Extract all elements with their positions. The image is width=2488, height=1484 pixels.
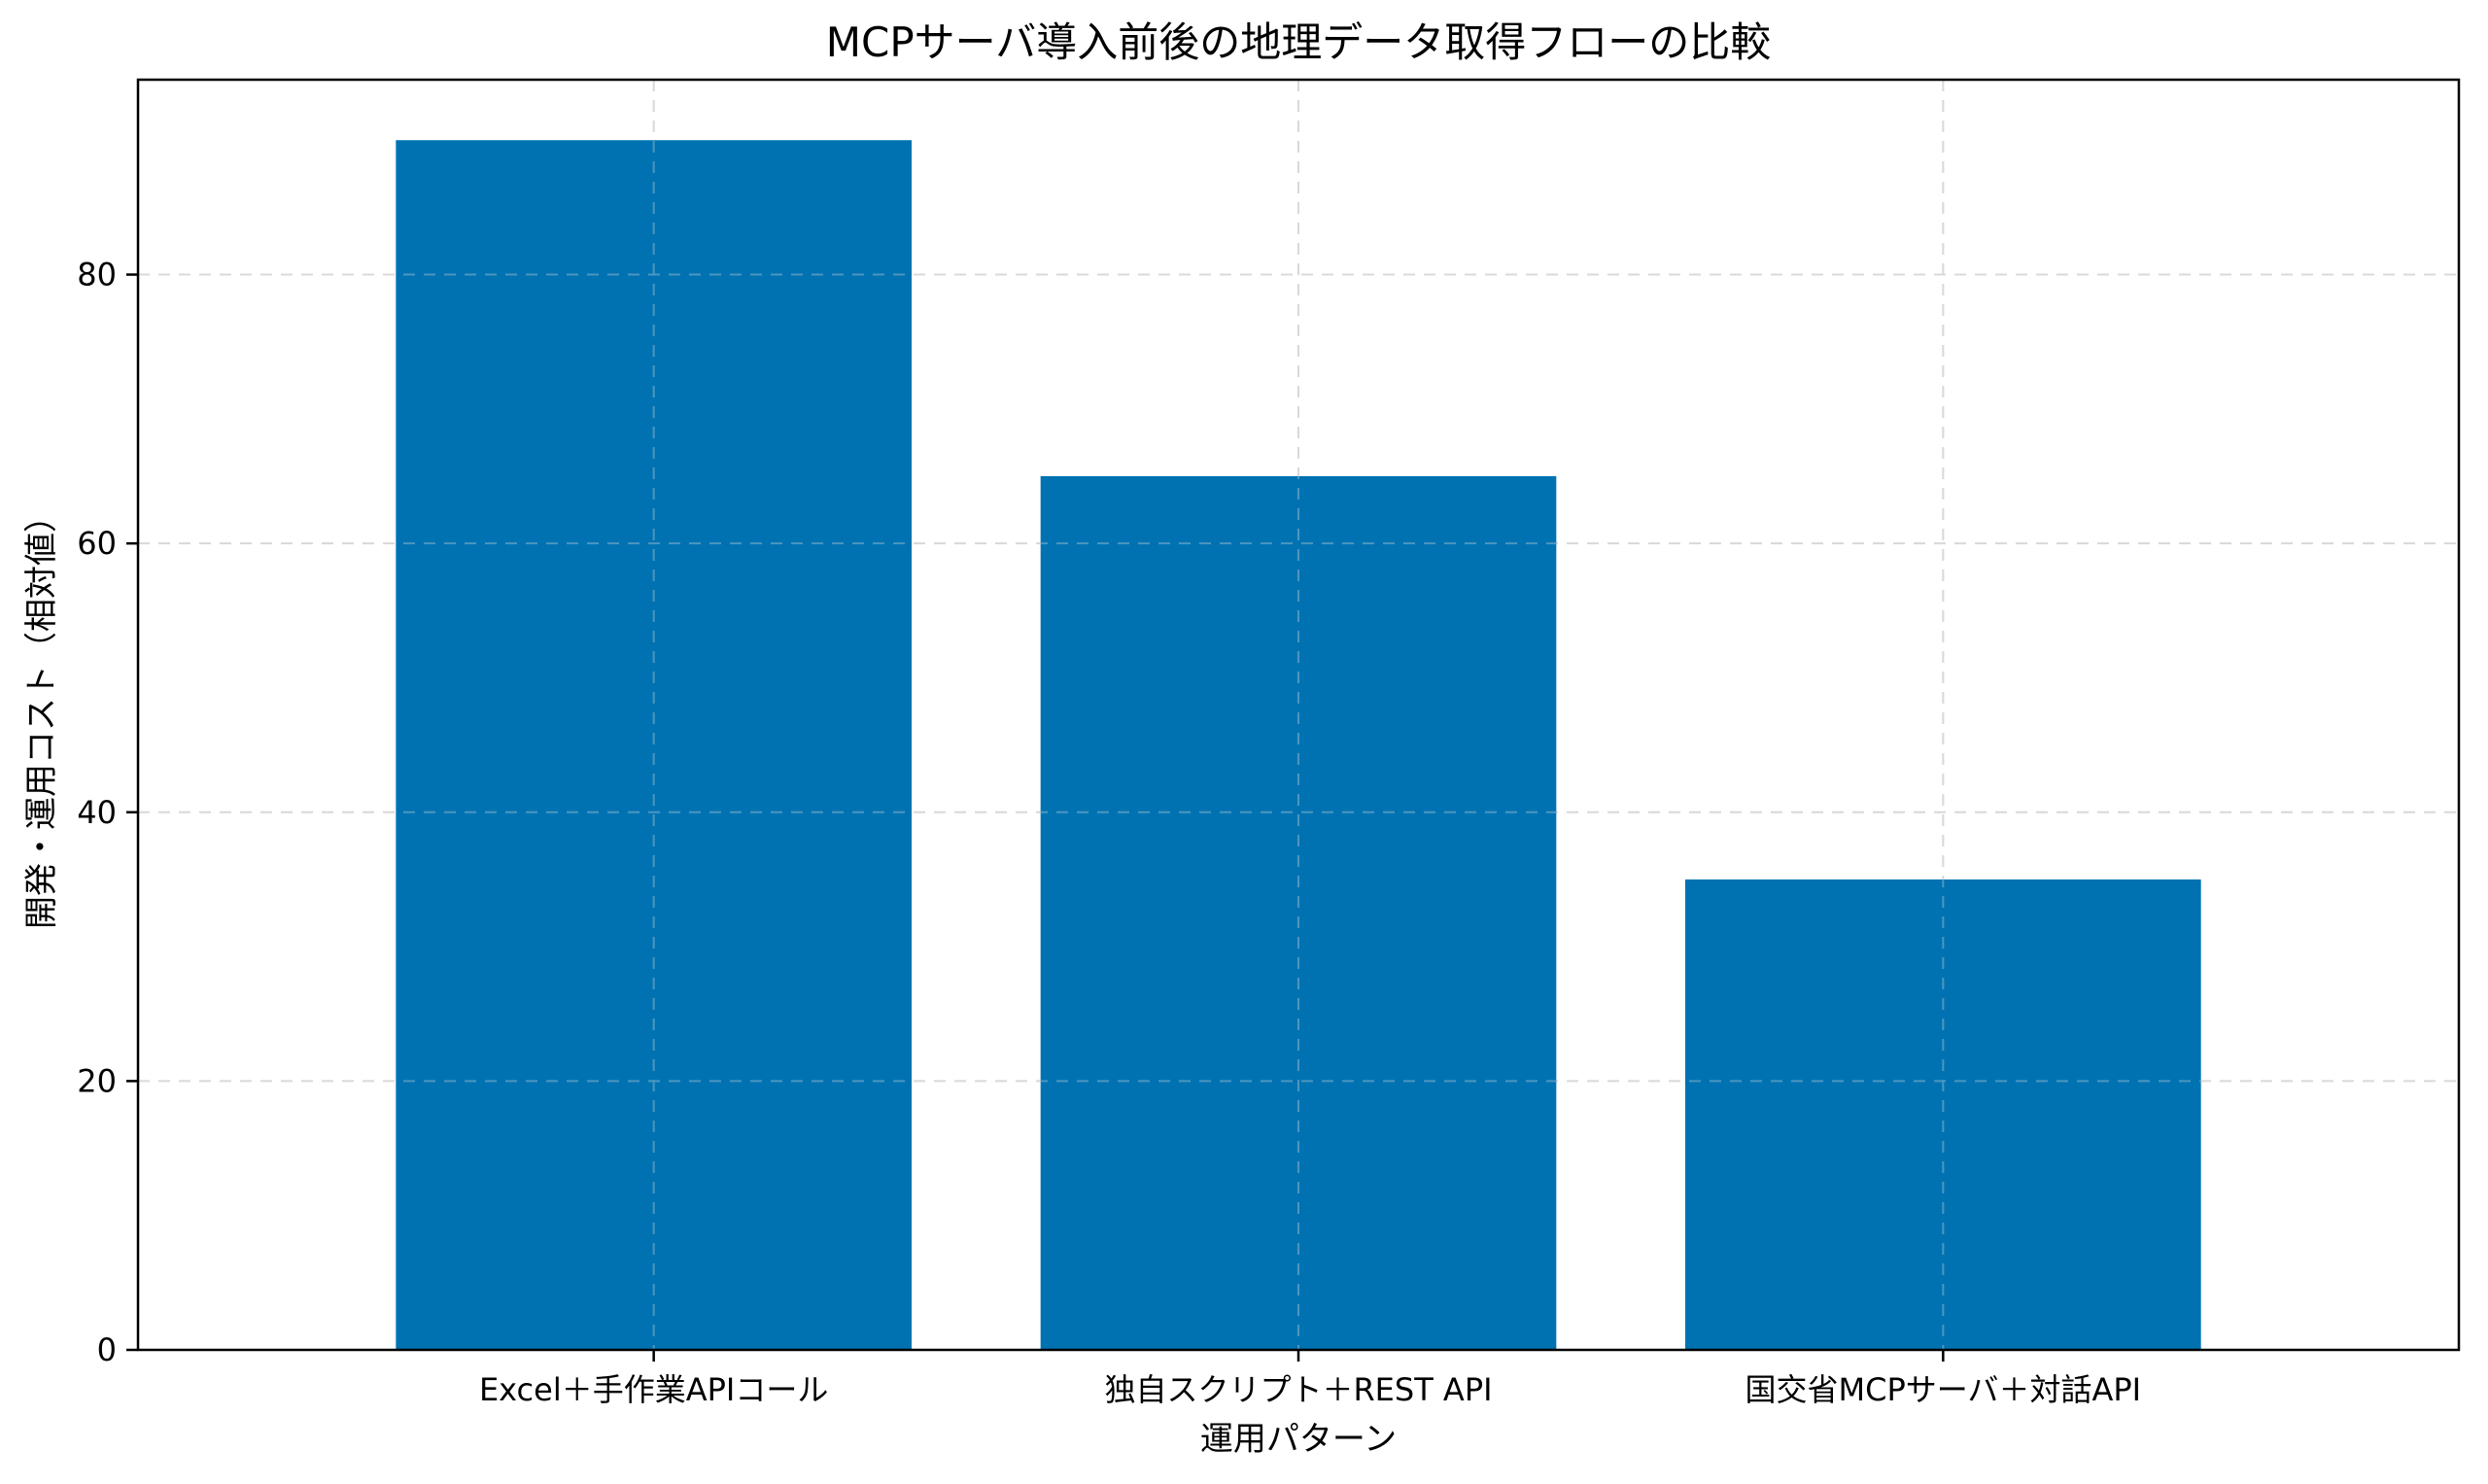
y-tick-label: 80 — [77, 257, 117, 293]
x-tick-label: Excel＋手作業APIコール — [479, 1371, 828, 1408]
bar-layer — [138, 80, 2459, 1351]
x-tick-label: 独自スクリプト＋REST API — [1104, 1371, 1492, 1408]
x-axis-label: 運用パターン — [1200, 1420, 1397, 1459]
grid-overlay — [138, 80, 2459, 1351]
plot-frame — [136, 78, 2461, 1352]
tick-layer: 0 20 40 60 80 Excel＋手作業APIコール 独自スクリプト＋REST API… — [77, 257, 2141, 1408]
x-tick-label: 国交省MCPサーバ＋対話API — [1745, 1371, 2142, 1408]
y-axis-label: 開発・運用コスト（相対値） — [22, 500, 61, 929]
bar — [1040, 476, 1557, 1351]
bar — [1685, 879, 2201, 1350]
y-tick-label: 0 — [97, 1331, 117, 1368]
chart-title: MCPサーバ導入前後の地理データ取得フローの比較 — [826, 18, 1771, 66]
y-tick-label: 60 — [77, 525, 117, 562]
y-tick-label: 20 — [77, 1062, 117, 1099]
y-tick-label: 40 — [77, 794, 117, 831]
bar — [396, 140, 912, 1351]
